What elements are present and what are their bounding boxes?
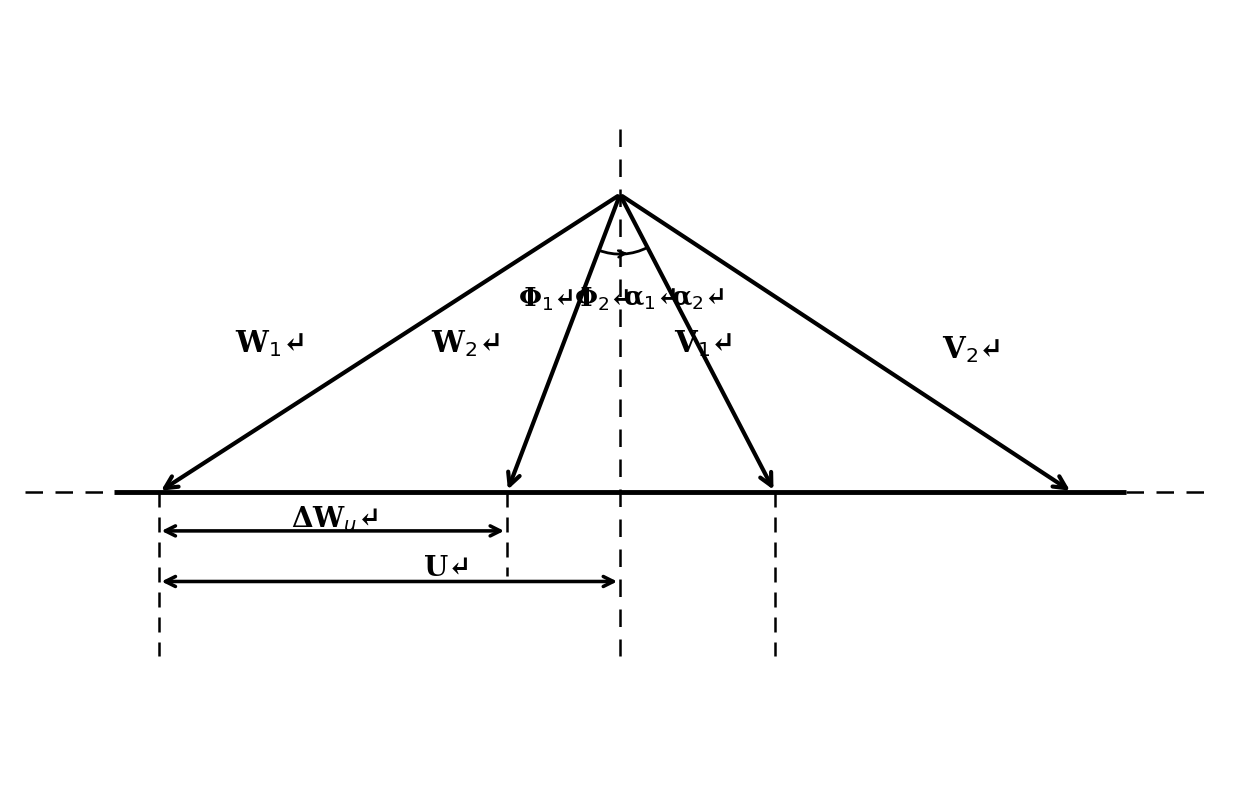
- Text: α$_{2}$↵: α$_{2}$↵: [671, 286, 724, 311]
- Text: Φ$_{2}$↵: Φ$_{2}$↵: [574, 285, 630, 313]
- Text: α$_{1}$↵: α$_{1}$↵: [624, 286, 676, 311]
- Text: U↵: U↵: [424, 555, 471, 582]
- Text: Φ$_{1}$↵: Φ$_{1}$↵: [518, 285, 573, 313]
- Text: W$_{1}$↵: W$_{1}$↵: [234, 328, 303, 359]
- Text: W$_{2}$↵: W$_{2}$↵: [432, 328, 500, 359]
- Text: V$_{1}$↵: V$_{1}$↵: [675, 328, 733, 359]
- Text: V$_{2}$↵: V$_{2}$↵: [942, 334, 1001, 365]
- Text: ΔW$_{u}$↵: ΔW$_{u}$↵: [291, 504, 378, 534]
